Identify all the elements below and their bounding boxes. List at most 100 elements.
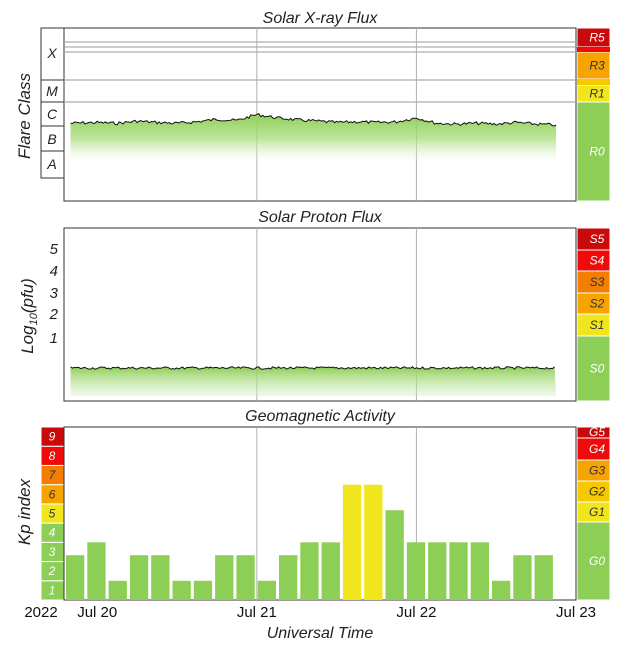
- svg-text:G1: G1: [589, 505, 605, 519]
- kp-plot-frame: [63, 426, 577, 601]
- kp-bar: [513, 555, 532, 600]
- svg-text:5: 5: [49, 507, 56, 521]
- svg-text:R3: R3: [589, 59, 605, 73]
- proton-y-ticks: 1 2 3 4 5: [49, 241, 59, 347]
- kp-bar: [492, 580, 511, 600]
- proton-y-tick: 1: [50, 330, 58, 347]
- svg-text:S5: S5: [590, 232, 605, 246]
- svg-text:S4: S4: [590, 254, 605, 268]
- kp-bar: [534, 555, 553, 600]
- s-level-s3: S3: [576, 270, 611, 294]
- g-level-g4: G4: [576, 437, 611, 461]
- s-level-s5: S5: [576, 227, 611, 251]
- proton-flux-area: [70, 366, 557, 396]
- svg-text:G5: G5: [589, 425, 605, 439]
- xray-panel: Solar X-ray Flux Flare Class X M C B A R…: [15, 10, 611, 202]
- svg-text:G3: G3: [589, 464, 605, 478]
- xray-threshold-lines: [64, 41, 576, 103]
- flare-class-m: M: [46, 83, 58, 99]
- kp-index-7: 7: [40, 464, 65, 486]
- x-tick-label: Jul 23: [556, 604, 596, 621]
- svg-text:S3: S3: [590, 275, 605, 289]
- svg-text:G4: G4: [589, 442, 605, 456]
- r-level-r4: [577, 47, 610, 52]
- kp-title: Geomagnetic Activity: [245, 408, 396, 425]
- s-level-s1: S1: [576, 313, 611, 337]
- x-axis-year: 2022: [24, 604, 57, 621]
- xray-plot-frame: [63, 27, 577, 202]
- flare-class-a: A: [46, 156, 56, 172]
- proton-y-tick: 2: [49, 306, 59, 323]
- r-level-r5: R5: [576, 27, 611, 48]
- kp-bars: [66, 484, 553, 600]
- proton-y-tick: 3: [50, 285, 59, 302]
- kp-bar: [108, 580, 127, 600]
- flare-class-c: C: [47, 106, 58, 122]
- kp-bar: [449, 542, 468, 600]
- xray-flux-line: [70, 112, 557, 127]
- kp-index-4: 4: [40, 522, 65, 543]
- g-level-g0: G0: [576, 521, 611, 601]
- kp-bar: [257, 580, 276, 600]
- kp-index-3: 3: [40, 541, 65, 563]
- g-level-g1: G1: [576, 501, 611, 523]
- r-level-r1: R1: [576, 84, 611, 103]
- svg-text:2: 2: [48, 564, 56, 578]
- kp-index-6: 6: [40, 484, 65, 505]
- proton-s-scale: S5 S4 S3 S2 S1 S0: [576, 227, 611, 402]
- g-level-g5: G5: [576, 425, 611, 439]
- x-axis: 2022 Jul 20 Jul 21 Jul 22 Jul 23 Universal …: [24, 604, 596, 642]
- xray-flux-series: [70, 112, 557, 160]
- kp-bar: [66, 555, 85, 600]
- kp-bar: [300, 542, 319, 600]
- kp-bar: [279, 555, 298, 600]
- g-level-g3: G3: [576, 459, 611, 482]
- svg-text:S2: S2: [590, 297, 605, 311]
- xray-r-scale: R5 R3 R1 R0: [576, 27, 611, 202]
- kp-ylabel: Kp index: [15, 478, 34, 545]
- flare-class-x: X: [46, 45, 57, 61]
- x-axis-ticks: Jul 20 Jul 21 Jul 22 Jul 23: [77, 604, 596, 621]
- x-tick-label: Jul 22: [396, 604, 436, 621]
- kp-bar: [193, 580, 213, 600]
- svg-text:4: 4: [49, 526, 56, 540]
- x-tick-label: Jul 20: [77, 604, 117, 621]
- svg-text:1: 1: [49, 583, 56, 597]
- svg-text:9: 9: [49, 430, 56, 444]
- svg-text:R0: R0: [589, 145, 605, 159]
- kp-g-scale: G5 G4 G3 G2 G1 G0: [576, 425, 611, 601]
- kp-panel: Geomagnetic Activity Kp index 123456789 …: [15, 408, 611, 601]
- proton-y-tick: 4: [50, 263, 58, 280]
- kp-index-1: 1: [40, 580, 65, 601]
- kp-index-scale: 1 2 3 4 5 6 7 8 9: [40, 426, 65, 601]
- xray-ylabel: Flare Class: [15, 73, 34, 159]
- svg-text:8: 8: [49, 449, 56, 463]
- kp-bar: [428, 542, 447, 600]
- kp-index-2: 2: [40, 561, 65, 582]
- svg-text:3: 3: [49, 545, 56, 559]
- proton-y-tick: 5: [50, 241, 59, 258]
- svg-text:S1: S1: [590, 318, 605, 332]
- kp-index-9: 9: [40, 426, 65, 447]
- svg-text:R1: R1: [589, 87, 604, 101]
- xray-flux-area: [70, 113, 557, 160]
- proton-flux-series: [70, 366, 557, 396]
- kp-index-5: 5: [40, 503, 65, 524]
- kp-bar: [364, 484, 383, 600]
- s-level-s0: S0: [576, 335, 611, 402]
- proton-title: Solar Proton Flux: [258, 209, 383, 226]
- kp-bar: [151, 555, 170, 600]
- kp-bar: [172, 580, 191, 600]
- svg-text:S0: S0: [590, 362, 605, 376]
- kp-bar: [129, 555, 149, 600]
- kp-bar: [236, 555, 255, 600]
- kp-bar: [406, 542, 426, 600]
- svg-text:6: 6: [49, 487, 56, 501]
- r-level-r0: R0: [576, 101, 611, 202]
- kp-bar: [385, 510, 404, 600]
- x-axis-label: Universal Time: [267, 625, 374, 642]
- kp-bar: [342, 484, 362, 600]
